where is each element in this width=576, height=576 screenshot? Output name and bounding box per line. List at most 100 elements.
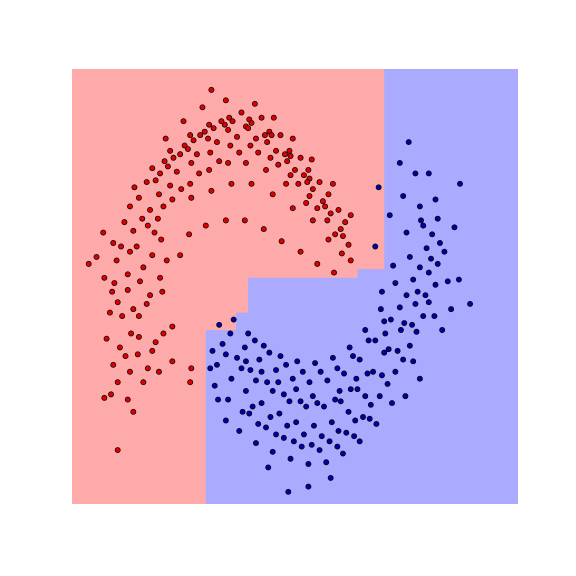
class-1-point: [425, 299, 432, 306]
plot-area: [72, 69, 518, 504]
class-1-point: [351, 433, 358, 440]
class-1-point: [216, 321, 223, 328]
class-1-point: [434, 215, 441, 222]
class-1-point: [360, 414, 366, 420]
class-1-point: [422, 292, 429, 299]
class-0-point: [325, 236, 332, 243]
class-0-point: [297, 248, 304, 255]
class-0-point: [135, 194, 142, 201]
class-0-point: [218, 118, 225, 125]
class-1-point: [390, 262, 397, 269]
class-0-point: [236, 149, 243, 156]
class-1-point: [329, 354, 336, 361]
class-0-point: [222, 217, 229, 224]
class-1-point: [412, 170, 419, 177]
class-0-point: [210, 125, 217, 132]
class-0-point: [157, 274, 164, 281]
class-0-point: [201, 128, 208, 135]
class-1-point: [354, 386, 361, 393]
class-1-point: [258, 368, 265, 375]
class-0-point: [103, 335, 110, 342]
class-1-point: [410, 276, 417, 283]
class-1-point: [311, 422, 317, 429]
class-1-point: [227, 330, 234, 337]
class-1-point: [277, 353, 284, 360]
class-1-points: [207, 139, 474, 495]
class-1-point: [253, 440, 259, 447]
class-1-point: [251, 337, 258, 344]
class-1-point: [376, 393, 383, 400]
class-1-point: [234, 354, 240, 361]
class-0-point: [325, 191, 332, 198]
class-0-point: [114, 299, 121, 306]
class-1-point: [367, 401, 374, 408]
class-1-point: [425, 269, 432, 276]
class-0-point: [278, 238, 285, 245]
class-1-point: [437, 240, 443, 246]
class-1-point: [409, 321, 416, 328]
class-1-point: [375, 184, 382, 191]
class-0-point: [169, 358, 176, 365]
class-1-point: [339, 450, 346, 457]
class-0-point: [213, 139, 220, 146]
class-1-point: [245, 330, 252, 337]
class-0-point: [238, 109, 245, 116]
class-0-point: [289, 135, 296, 142]
class-0-point: [177, 252, 184, 259]
class-0-point: [130, 408, 137, 415]
class-1-point: [317, 368, 324, 375]
class-1-point: [402, 393, 409, 400]
class-0-point: [292, 166, 298, 173]
class-1-point: [283, 361, 290, 368]
class-0-point: [110, 361, 117, 368]
class-1-point: [362, 393, 369, 400]
class-1-point: [370, 368, 376, 375]
class-1-point: [273, 367, 279, 373]
class-0-point: [127, 203, 133, 210]
class-0-point: [289, 205, 296, 212]
class-0-point: [100, 229, 107, 236]
class-1-point: [294, 358, 301, 365]
class-1-point: [213, 361, 220, 368]
class-1-point: [379, 372, 385, 379]
class-1-point: [455, 276, 462, 283]
class-1-point: [290, 438, 297, 445]
class-1-point: [406, 342, 413, 349]
class-0-point: [143, 179, 150, 186]
class-0-point: [152, 339, 159, 346]
class-1-point: [347, 386, 354, 393]
class-0-point: [309, 186, 316, 193]
class-0-point: [134, 351, 141, 358]
class-0-point: [337, 226, 344, 233]
class-0-point: [144, 365, 151, 372]
class-0-point: [332, 231, 339, 238]
class-1-point: [457, 180, 463, 187]
class-0-point: [127, 368, 133, 375]
class-0-point: [130, 227, 137, 234]
class-1-point: [260, 342, 267, 349]
class-1-point: [467, 300, 474, 307]
class-0-point: [267, 154, 274, 161]
class-0-point: [156, 368, 162, 375]
class-1-point: [269, 448, 276, 455]
class-0-point: [234, 133, 240, 140]
class-0-point: [188, 194, 195, 201]
class-1-point: [280, 434, 287, 441]
class-1-point: [238, 365, 245, 372]
class-0-point: [327, 210, 334, 217]
class-1-point: [365, 337, 372, 344]
class-0-point: [228, 180, 235, 187]
class-0-point: [287, 153, 294, 159]
class-1-point: [309, 393, 316, 400]
class-0-point: [173, 168, 180, 175]
class-0-point: [253, 135, 259, 142]
class-1-point: [420, 222, 427, 229]
class-0-point: [147, 292, 153, 299]
class-0-point: [300, 172, 307, 179]
class-0-point: [187, 379, 194, 386]
class-0-point: [273, 147, 279, 154]
class-1-point: [323, 459, 330, 466]
class-0-point: [114, 379, 121, 386]
class-1-point: [416, 264, 423, 271]
class-1-point: [211, 382, 218, 389]
